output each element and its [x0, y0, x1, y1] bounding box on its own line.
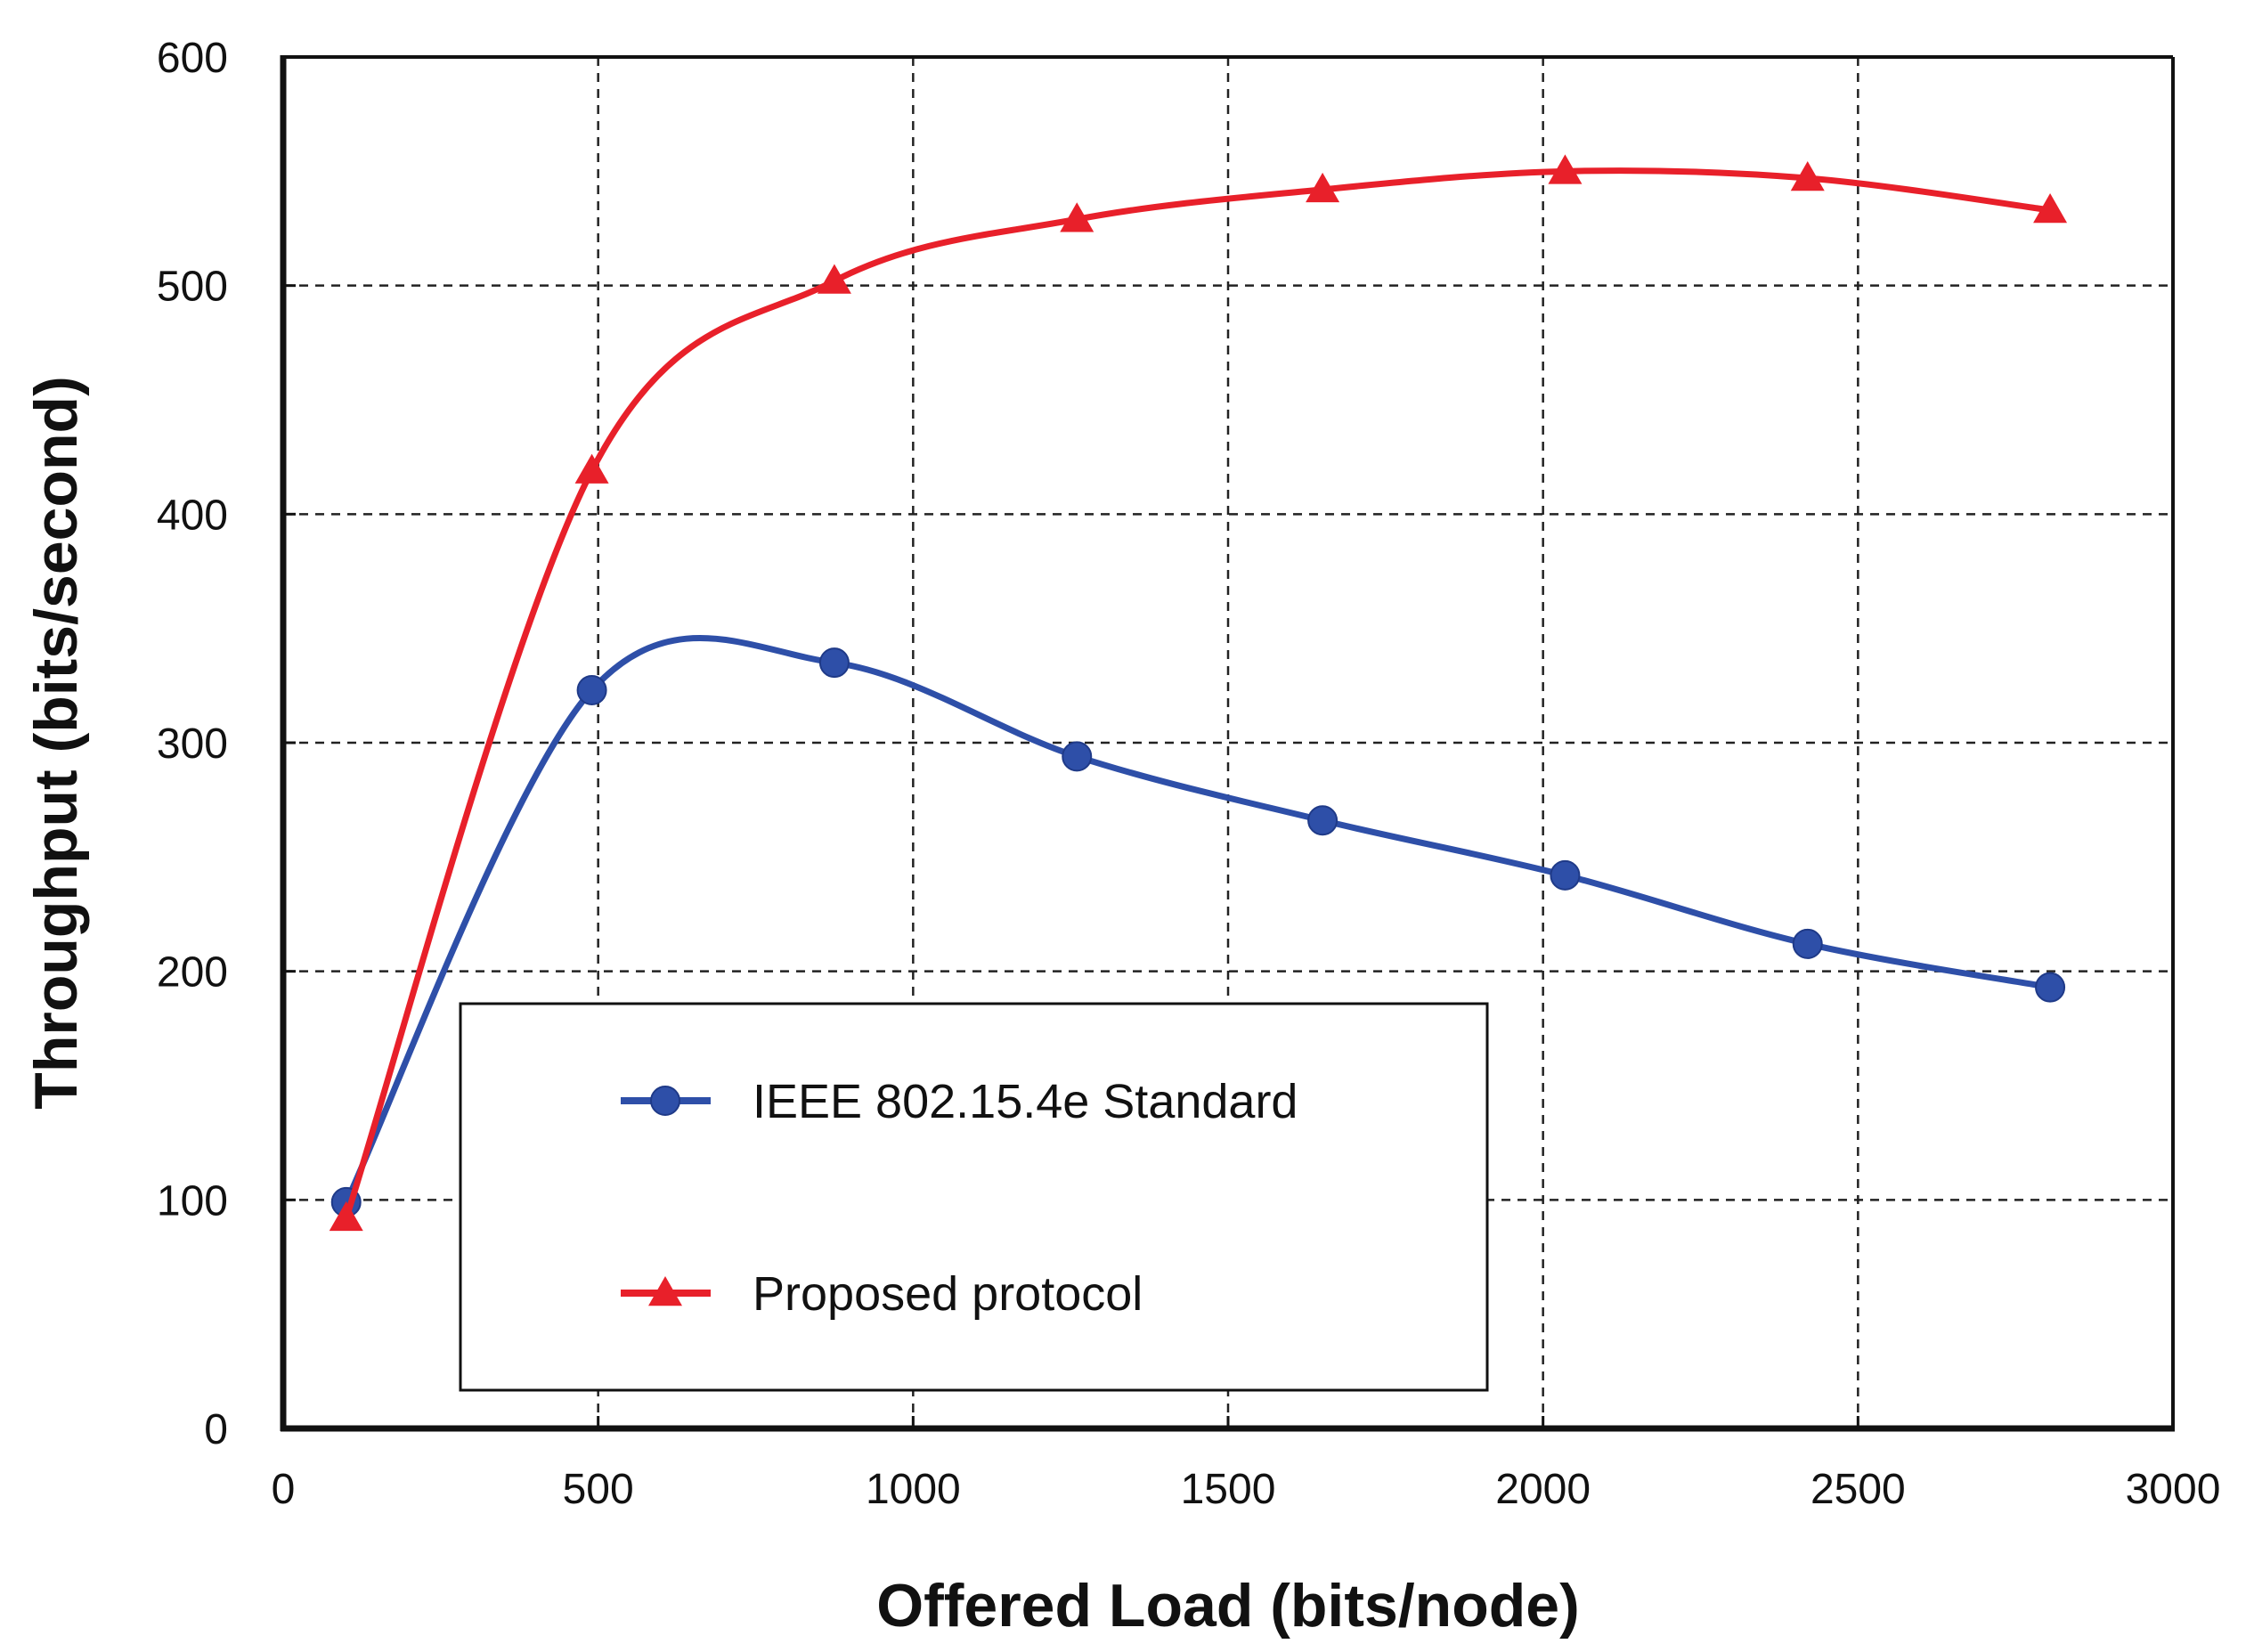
proposed-series-point [817, 264, 851, 294]
proposed-series-point [574, 453, 609, 484]
x-tick-label: 1500 [1181, 1466, 1276, 1513]
y-tick-label: 400 [157, 492, 228, 539]
ieee-series [330, 635, 2066, 1217]
ieee-series-point [576, 674, 607, 705]
ieee-series-point [818, 647, 850, 679]
proposed-series-point [2033, 192, 2068, 224]
x-tick-label: 2000 [1495, 1466, 1591, 1513]
y-tick-label: 300 [157, 720, 228, 768]
ieee-series-point [1307, 805, 1339, 836]
legend-proposed-entry: Proposed protocol [621, 1267, 1143, 1321]
y-tick-label: 600 [157, 35, 228, 82]
x-tick-label: 3000 [2126, 1466, 2221, 1513]
x-axis-title: Offered Load (bits/node) [876, 1572, 1580, 1640]
proposed-series-point [1060, 202, 1094, 232]
proposed-series-point [329, 1200, 363, 1232]
y-tick-label: 0 [204, 1406, 228, 1453]
legend-ieee-entry: IEEE 802.15.4e Standard [621, 1075, 1298, 1128]
ieee-series-point [2035, 972, 2066, 1003]
legend-box [459, 1002, 1489, 1392]
proposed-series [329, 154, 2068, 1232]
legend-ieee-label: IEEE 802.15.4e Standard [753, 1075, 1298, 1128]
legend-ieee-marker [650, 1086, 680, 1116]
legend: IEEE 802.15.4e Standard Proposed protocol [459, 1002, 1489, 1392]
axes [280, 55, 2175, 1432]
x-tick-label: 0 [272, 1466, 296, 1513]
y-axis-title: Throughput (bits/second) [22, 376, 90, 1109]
ieee-series-line [343, 635, 2054, 1206]
y-tick-label: 100 [157, 1177, 228, 1225]
x-tick-label: 1000 [866, 1466, 961, 1513]
ieee-series-point [1550, 859, 1581, 891]
legend-proposed-label: Proposed protocol [753, 1267, 1143, 1321]
y-tick-label: 200 [157, 949, 228, 997]
legend-proposed-marker [648, 1276, 682, 1306]
tick-labels: 0 500 1000 1500 2000 2500 3000 0 100 200 300 400 500… [157, 35, 2220, 1513]
proposed-series-point [1306, 172, 1340, 203]
series-layer [329, 154, 2068, 1232]
x-tick-label: 500 [563, 1466, 634, 1513]
ieee-series-point [1792, 928, 1823, 959]
x-tick-label: 2500 [1811, 1466, 1906, 1513]
proposed-series-point [1790, 161, 1825, 191]
proposed-series-point [1548, 154, 1583, 184]
ieee-series-point [1062, 741, 1093, 772]
y-tick-label: 500 [157, 264, 228, 311]
